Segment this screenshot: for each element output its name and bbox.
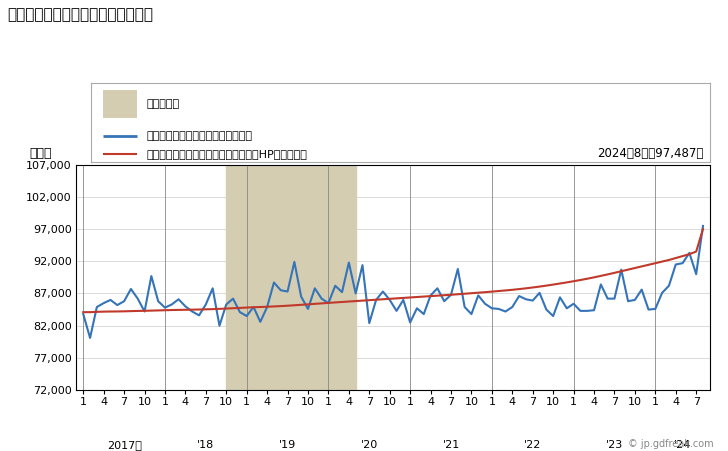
Text: '24: '24 xyxy=(674,440,692,450)
Text: '22: '22 xyxy=(524,440,542,450)
Text: '21: '21 xyxy=(443,440,459,450)
Bar xyxy=(103,90,138,118)
Text: パートタイム労働者の現金給与総額（HPフィルタ）: パートタイム労働者の現金給与総額（HPフィルタ） xyxy=(147,149,307,160)
Text: © jp.gdfreak.com: © jp.gdfreak.com xyxy=(628,439,713,449)
Text: 2024年8月：97,487円: 2024年8月：97,487円 xyxy=(597,147,703,160)
Text: '23: '23 xyxy=(606,440,623,450)
Text: パートタイム労働者の現金給与総額: パートタイム労働者の現金給与総額 xyxy=(147,130,253,141)
Text: 景気後退期: 景気後退期 xyxy=(147,99,180,109)
Text: 2017年: 2017年 xyxy=(107,440,141,450)
Text: '20: '20 xyxy=(360,440,378,450)
Bar xyxy=(226,165,356,390)
Text: '18: '18 xyxy=(197,440,215,450)
Text: '19: '19 xyxy=(279,440,296,450)
Text: ［円］: ［円］ xyxy=(29,147,52,160)
Text: パートタイム労働者の現金給与総額: パートタイム労働者の現金給与総額 xyxy=(7,7,154,22)
